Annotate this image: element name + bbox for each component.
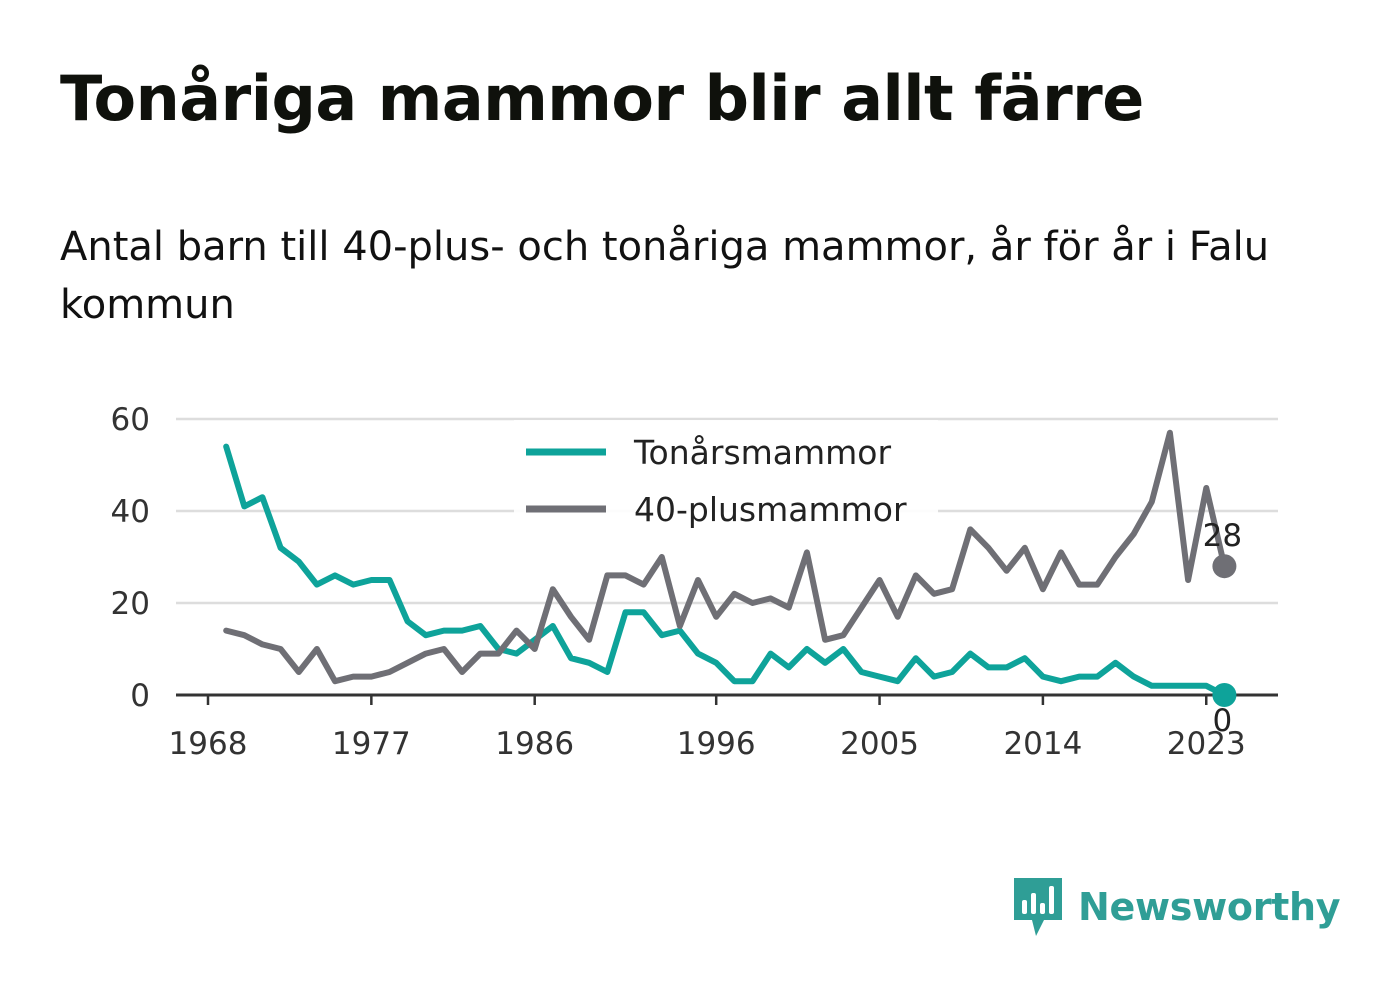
end-value-label: 0 xyxy=(1213,703,1233,739)
legend-label: 40-plusmammor xyxy=(634,490,907,529)
end-point-marker xyxy=(1212,554,1237,579)
series-lines xyxy=(223,429,1228,698)
x-tick-label: 1986 xyxy=(495,726,574,762)
y-tick-label: 40 xyxy=(111,494,150,530)
x-tick-label: 2023 xyxy=(1167,726,1246,762)
y-tick-label: 20 xyxy=(111,586,150,622)
chart-title: Tonåriga mammor blir allt färre xyxy=(60,62,1144,135)
x-tick-label: 1977 xyxy=(332,726,411,762)
y-tick-label: 0 xyxy=(130,678,150,714)
chart-subtitle: Antal barn till 40-plus- och tonåriga ma… xyxy=(60,224,1270,328)
x-tick-label: 1968 xyxy=(169,726,248,762)
y-axis-ticks: 0 20 40 60 xyxy=(111,402,150,714)
x-tick-label: 1996 xyxy=(677,726,756,762)
x-axis-ticks: 1968 1977 1986 1996 2005 2014 2023 xyxy=(169,695,1246,762)
x-tick-label: 2014 xyxy=(1003,726,1082,762)
x-tick-label: 2005 xyxy=(840,726,919,762)
end-value-label: 28 xyxy=(1203,518,1242,554)
end-labels: 0 28 xyxy=(1203,518,1242,739)
newsworthy-brand: Newsworthy xyxy=(1012,876,1341,938)
y-tick-label: 60 xyxy=(111,402,150,438)
series-line-40-plusmammor xyxy=(223,429,1228,685)
legend: Tonårsmammor 40-plusmammor xyxy=(514,420,938,530)
legend-label: Tonårsmammor xyxy=(633,433,891,472)
newsworthy-logo-icon xyxy=(1014,878,1062,936)
end-point-marker xyxy=(1212,683,1237,707)
brand-name: Newsworthy xyxy=(1078,885,1341,929)
series-line-tonarsmammor xyxy=(223,443,1228,698)
